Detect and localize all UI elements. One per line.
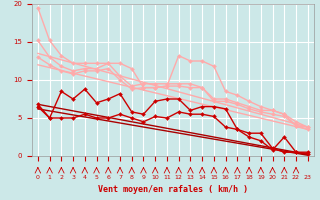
X-axis label: Vent moyen/en rafales ( km/h ): Vent moyen/en rafales ( km/h ) — [98, 185, 248, 194]
